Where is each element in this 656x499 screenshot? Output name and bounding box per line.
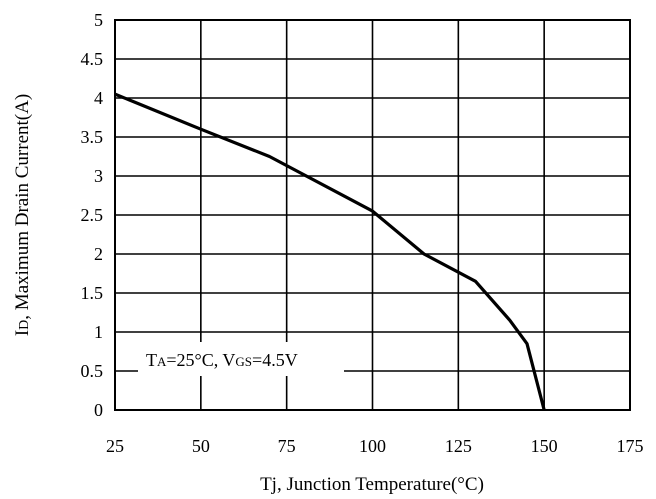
y-tick-label: 5 <box>94 10 103 30</box>
y-tick-label: 0 <box>94 400 103 420</box>
y-tick-labels: 0 0.5 1 1.5 2 2.5 3 3.5 4 4.5 5 <box>81 10 104 420</box>
y-tick-label: 2 <box>94 244 103 264</box>
y-tick-label: 4 <box>94 88 103 108</box>
x-tick-label: 125 <box>445 436 472 456</box>
y-tick-label: 4.5 <box>81 49 104 69</box>
annotation-background <box>138 342 344 376</box>
y-tick-label: 3 <box>94 166 103 186</box>
annotation-text: TA=25°C, VGS=4.5V <box>146 350 298 370</box>
plot-frame <box>114 19 631 411</box>
grid <box>115 20 630 410</box>
y-tick-label: 2.5 <box>81 205 104 225</box>
y-tick-label: 1 <box>94 322 103 342</box>
x-tick-label: 50 <box>192 436 210 456</box>
y-tick-label: 3.5 <box>81 127 104 147</box>
y-tick-label: 0.5 <box>81 361 104 381</box>
x-tick-label: 150 <box>531 436 558 456</box>
x-tick-labels: 25 50 75 100 125 150 175 <box>106 436 644 456</box>
y-axis-title: ID, Maximum Drain Current(A) <box>12 94 33 336</box>
x-tick-label: 25 <box>106 436 124 456</box>
x-tick-label: 100 <box>359 436 386 456</box>
y-tick-label: 1.5 <box>81 283 104 303</box>
series-line <box>114 92 546 411</box>
x-tick-label: 75 <box>278 436 296 456</box>
x-tick-label: 175 <box>617 436 644 456</box>
x-axis-title: Tj, Junction Temperature(°C) <box>260 474 484 495</box>
